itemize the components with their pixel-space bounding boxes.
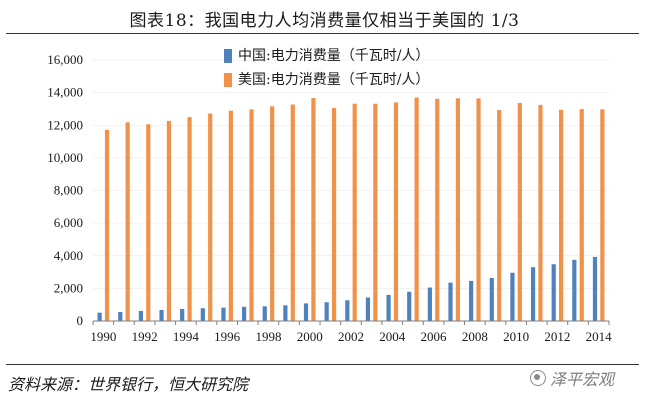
bar-china-1993 <box>159 309 164 321</box>
bar-usa-2010 <box>517 102 522 321</box>
bar-china-1990 <box>97 312 102 321</box>
x-tick-label: 2004 <box>379 329 406 344</box>
y-tick-label: 8,000 <box>54 183 83 198</box>
y-tick-label: 2,000 <box>54 280 83 295</box>
bar-china-2003 <box>365 297 371 321</box>
bar-usa-2003 <box>373 103 378 321</box>
y-tick-label: 16,000 <box>47 52 83 67</box>
bar-china-2012 <box>551 264 556 321</box>
bar-usa-2002 <box>352 103 357 321</box>
bar-china-2002 <box>345 300 350 321</box>
bar-usa-2009 <box>497 110 502 321</box>
bar-usa-2012 <box>559 109 564 321</box>
y-axis-tick-labels: 0 2,000 4,000 6,000 8,000 10,000 12,000 14,000 1… <box>47 52 83 328</box>
legend-swatch-china <box>224 49 232 63</box>
bar-china-2000 <box>303 303 309 321</box>
bar-usa-1991 <box>125 122 130 321</box>
bar-usa-2005 <box>414 97 419 321</box>
top-rule <box>6 33 639 34</box>
bar-china-1994 <box>180 308 185 321</box>
legend-label-china: 中国:电力消费量（千瓦时/人） <box>238 47 430 64</box>
bar-china-2011 <box>530 267 536 321</box>
y-tick-label: 4,000 <box>54 248 83 263</box>
x-tick-label: 2006 <box>421 329 448 344</box>
x-tick-label: 1992 <box>132 329 158 344</box>
bar-usa-2014 <box>600 109 605 321</box>
bar-usa-2011 <box>538 104 543 321</box>
legend-item-usa: 美国:电力消费量（千瓦时/人） <box>224 68 429 92</box>
legend-swatch-usa <box>224 73 232 87</box>
legend-item-china: 中国:电力消费量（千瓦时/人） <box>224 44 429 68</box>
bar-china-2004 <box>386 294 391 321</box>
bar-usa-2006 <box>435 98 440 321</box>
bar-usa-2013 <box>579 109 584 322</box>
bar-china-2010 <box>510 272 515 321</box>
y-tick-label: 14,000 <box>47 85 83 100</box>
source-note: 资料来源：世界银行，恒大研究院 <box>8 375 249 394</box>
page-title: 图表18：我国电力人均消费量仅相当于美国的 1/3 <box>129 11 520 31</box>
y-gridlines <box>93 59 609 289</box>
x-tick-label: 2014 <box>586 329 613 344</box>
x-tick-label: 2012 <box>544 329 570 344</box>
bar-usa-2008 <box>476 98 481 321</box>
x-tick-label: 2002 <box>338 329 364 344</box>
x-axis-tick-labels: 1990 1992 1994 1996 1998 2000 2002 2004 2006 2008… <box>90 321 612 344</box>
y-tick-label: 10,000 <box>47 150 83 165</box>
x-tick-label: 2008 <box>462 329 488 344</box>
x-tick-label: 2010 <box>503 329 529 344</box>
watermark-text: 泽平宏观 <box>550 370 615 389</box>
bottom-rule <box>6 364 639 365</box>
bar-usa-1993 <box>166 120 172 321</box>
bar-usa-2007 <box>455 98 460 321</box>
bar-china-1998 <box>262 306 267 321</box>
x-tick-label: 1998 <box>255 329 281 344</box>
bar-china-1991 <box>118 312 123 321</box>
bar-usa-2004 <box>393 102 399 321</box>
y-tick-label: 0 <box>77 313 84 328</box>
bar-china-1999 <box>283 305 288 321</box>
bar-marks <box>97 97 605 322</box>
bar-usa-2001 <box>331 107 337 322</box>
x-tick-label: 1990 <box>90 329 116 344</box>
y-tick-label: 6,000 <box>54 215 83 230</box>
x-tick-label: 1994 <box>173 329 200 344</box>
bar-china-2005 <box>407 291 412 321</box>
bar-usa-1990 <box>104 129 110 321</box>
wechat-logo-icon <box>530 370 546 386</box>
bar-usa-1997 <box>249 109 254 321</box>
bar-usa-1998 <box>270 106 275 321</box>
bar-china-2008 <box>469 280 474 321</box>
bar-china-2013 <box>572 259 577 321</box>
bar-china-1997 <box>242 306 247 321</box>
y-tick-label: 12,000 <box>47 117 83 132</box>
bar-usa-1992 <box>146 124 151 322</box>
watermark: 泽平宏观 <box>530 366 614 390</box>
bar-china-2001 <box>324 302 329 321</box>
chart-legend: 中国:电力消费量（千瓦时/人） 美国:电力消费量（千瓦时/人） <box>224 44 429 92</box>
bar-usa-2000 <box>311 98 316 322</box>
x-tick-label: 1996 <box>214 329 241 344</box>
bar-china-2007 <box>448 282 453 321</box>
bar-china-2006 <box>427 287 432 321</box>
bar-china-1992 <box>138 310 143 321</box>
x-tick-label: 2000 <box>297 329 323 344</box>
bar-china-2009 <box>489 277 494 321</box>
bar-china-1996 <box>221 307 226 321</box>
bar-usa-1996 <box>228 110 233 321</box>
bar-usa-1999 <box>290 104 295 321</box>
bar-china-2014 <box>592 256 598 321</box>
bar-usa-1995 <box>208 113 213 321</box>
legend-label-usa: 美国:电力消费量（千瓦时/人） <box>238 71 430 88</box>
bar-usa-1994 <box>187 117 192 321</box>
bar-china-1995 <box>200 308 205 321</box>
